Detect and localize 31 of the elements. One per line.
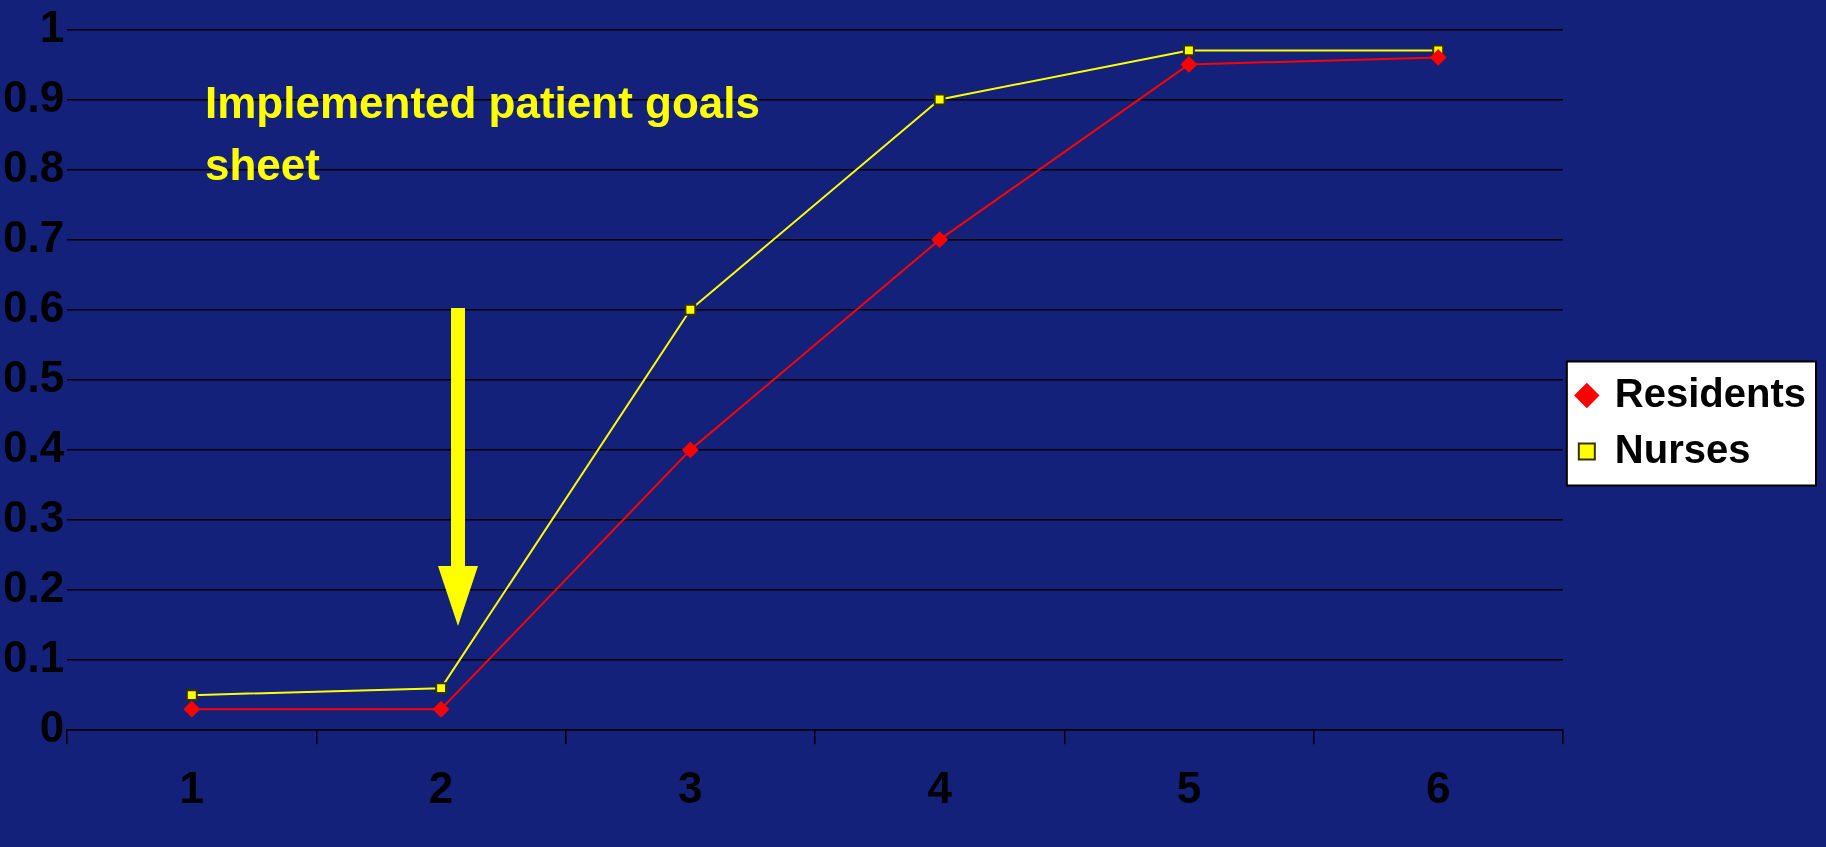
point — [183, 701, 200, 718]
x-tick-label: 1 — [179, 762, 205, 812]
y-tick-label: 0.4 — [2, 422, 65, 472]
point — [433, 701, 450, 718]
annotation: Implemented patient goals sheet — [205, 77, 761, 191]
x-tick-label: 4 — [927, 762, 953, 812]
y-tick-label: 0.7 — [2, 211, 65, 261]
point — [1430, 49, 1447, 66]
point — [185, 689, 198, 702]
y-tick-label: 0.3 — [2, 492, 65, 542]
point — [1180, 56, 1197, 73]
y-tick-label: 0 — [39, 702, 65, 752]
x-tick-label: 5 — [1176, 762, 1202, 812]
point — [933, 93, 946, 106]
point — [931, 231, 948, 248]
y-tick-label: 0.8 — [2, 141, 65, 191]
y-tick-label: 0.5 — [2, 351, 65, 401]
legend-label: Nurses — [1614, 426, 1751, 471]
x-tick-label: 2 — [428, 762, 454, 812]
point — [1182, 44, 1195, 57]
point — [435, 682, 448, 695]
x-tick-label: 3 — [678, 762, 703, 812]
y-tick-label: 0.2 — [2, 562, 65, 612]
point — [682, 441, 699, 458]
legend-label: Residents — [1614, 370, 1806, 415]
y-tick-label: 0.6 — [2, 281, 65, 331]
y-tick-label: 0.1 — [2, 632, 65, 682]
x-tick-label: 6 — [1425, 762, 1451, 812]
point — [684, 303, 697, 316]
y-tick-label: 1 — [39, 1, 65, 51]
y-tick-label: 0.9 — [2, 71, 65, 121]
